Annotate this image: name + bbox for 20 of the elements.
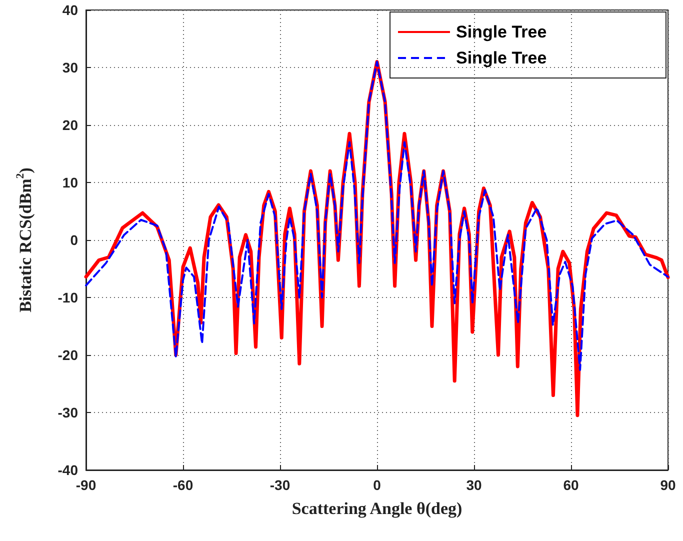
x-tick-label: -30 [270,477,290,493]
y-tick-label: -20 [58,347,78,363]
y-tick-label: -30 [58,404,78,420]
x-tick-label: 90 [660,477,676,493]
x-axis-title: Scattering Angle θ(deg) [292,499,462,518]
legend-label: Single Tree [456,48,547,68]
x-tick-label: 30 [466,477,482,493]
y-axis-title: Bistatic RCS(dBm2) [14,168,35,312]
y-tick-label: 0 [70,232,78,248]
x-tick-label: 60 [563,477,579,493]
x-tick-label: 0 [373,477,382,493]
y-tick-label: 40 [62,2,78,18]
legend-label: Single Tree [456,22,547,42]
y-tick-label: -40 [58,462,78,478]
y-tick-label: 20 [62,117,78,133]
y-tick-label: -10 [58,290,78,306]
x-tick-label: -60 [172,477,194,493]
x-tick-label: -90 [76,477,96,493]
y-tick-label: 10 [62,174,78,190]
y-tick-label: 30 [62,60,78,76]
